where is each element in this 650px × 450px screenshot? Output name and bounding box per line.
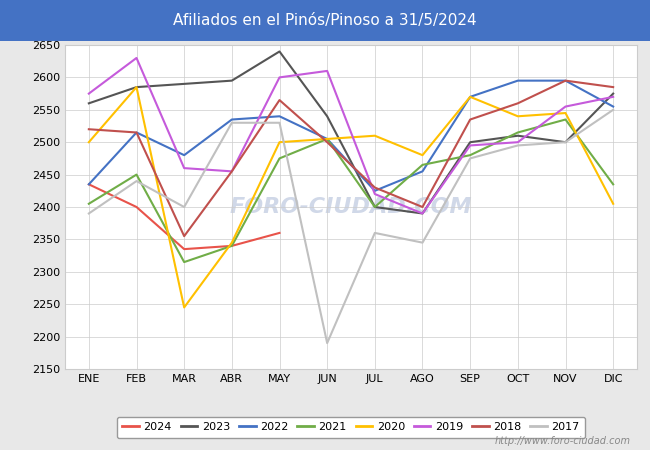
- Text: FORO-CIUDAD.COM: FORO-CIUDAD.COM: [229, 197, 473, 217]
- Legend: 2024, 2023, 2022, 2021, 2020, 2019, 2018, 2017: 2024, 2023, 2022, 2021, 2020, 2019, 2018…: [117, 417, 585, 438]
- Text: Afiliados en el Pinós/Pinoso a 31/5/2024: Afiliados en el Pinós/Pinoso a 31/5/2024: [173, 13, 477, 28]
- Text: http://www.foro-ciudad.com: http://www.foro-ciudad.com: [495, 436, 630, 446]
